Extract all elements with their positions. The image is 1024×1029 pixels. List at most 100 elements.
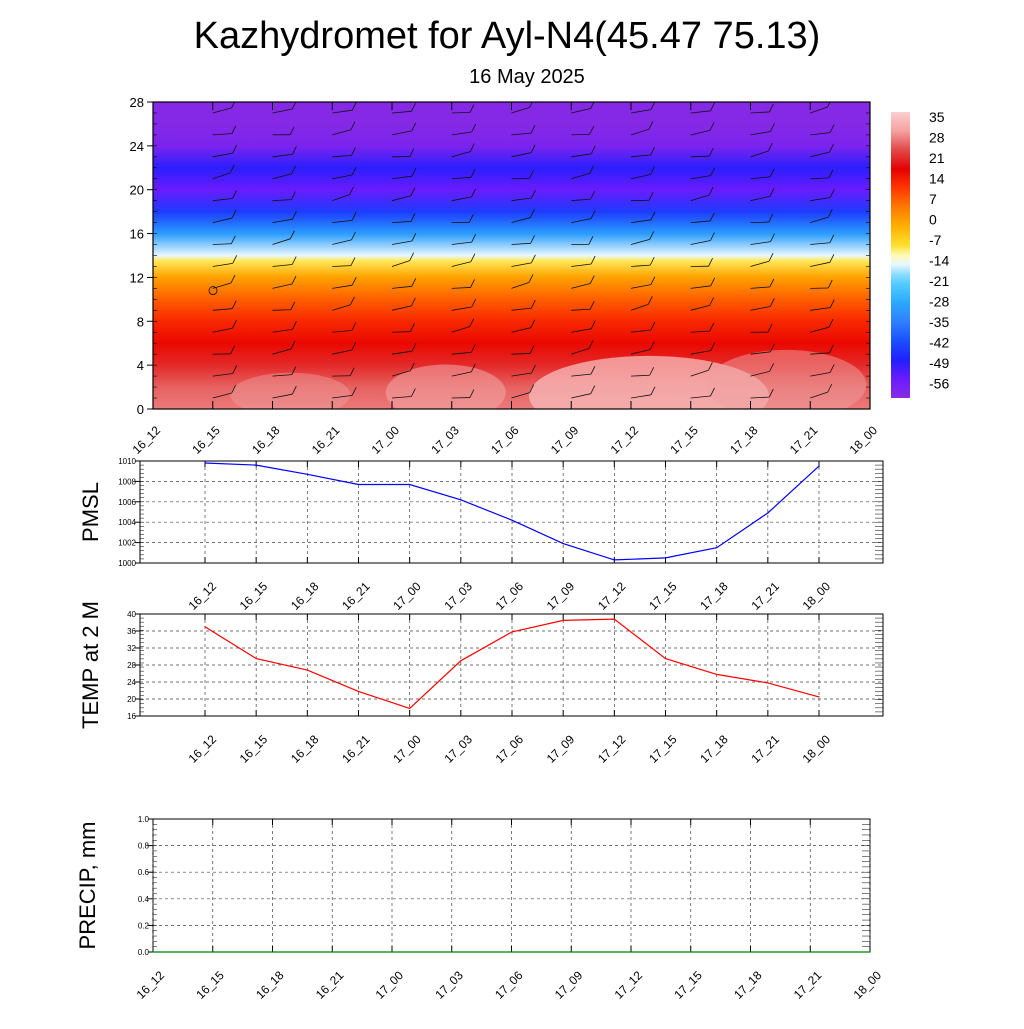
precip-point [212, 951, 213, 952]
colorbar-label: -21 [929, 273, 949, 289]
temp-point [460, 660, 461, 661]
y-tick-label: 1010 [118, 457, 136, 466]
precip-point [750, 951, 751, 952]
y-tick-label: 0 [137, 402, 144, 417]
colorbar-bar [891, 112, 910, 398]
x-tick-label: 17_18 [727, 423, 761, 457]
x-tick-label: 16_18 [249, 423, 283, 457]
y-tick-label: 28 [127, 661, 136, 670]
x-tick-label: 16_15 [189, 423, 223, 457]
y-tick-label: 0.2 [138, 921, 150, 930]
precip-point [630, 951, 631, 952]
x-tick-label: 18_00 [800, 579, 834, 613]
x-tick-label: 17_18 [697, 732, 731, 766]
x-tick-label: 16_15 [193, 968, 227, 1002]
x-tick-label: 17_03 [441, 732, 475, 766]
y-tick-label: 16 [130, 227, 144, 242]
x-tick-label: 17_21 [748, 732, 782, 766]
colorbar-label: -14 [929, 253, 949, 269]
y-axis-label: PRECIP, mm [75, 822, 100, 950]
colorbar-label: -42 [929, 335, 949, 351]
colorbar-label: 21 [929, 150, 945, 166]
y-tick-label: 40 [127, 610, 136, 619]
y-tick-label: 1.0 [138, 815, 150, 824]
y-tick-label: 1002 [118, 539, 136, 548]
y-tick-label: 1008 [118, 477, 136, 486]
colorbar-label: 7 [929, 191, 937, 207]
colorbar-label: -7 [929, 232, 942, 248]
x-tick-label: 17_06 [493, 579, 527, 613]
temp-point [614, 619, 615, 620]
y-tick-label: 16 [127, 712, 136, 721]
x-tick-label: 16_15 [237, 732, 271, 766]
wind-barb [751, 222, 769, 223]
pmsl-point [665, 557, 666, 558]
chart-subtitle: 16 May 2025 [469, 66, 585, 88]
x-tick-label: 17_09 [548, 423, 582, 457]
x-tick-label: 17_15 [671, 968, 705, 1002]
x-tick-label: 17_03 [441, 579, 475, 613]
y-tick-label: 0.4 [138, 895, 150, 904]
x-tick-label: 16_12 [186, 579, 220, 613]
precip-point [451, 951, 452, 952]
y-tick-label: 0.6 [138, 868, 150, 877]
temp-point [256, 658, 257, 659]
pmsl-point [716, 547, 717, 548]
x-tick-label: 17_21 [791, 968, 825, 1002]
colorbar-label: -49 [929, 355, 949, 371]
precip-point [391, 951, 392, 952]
colorbar-label: -35 [929, 314, 949, 330]
temp-point [511, 631, 512, 632]
x-tick-label: 16_12 [134, 968, 168, 1002]
pmsl-point [818, 466, 819, 467]
x-tick-label: 17_00 [390, 579, 424, 613]
x-tick-label: 17_18 [731, 968, 765, 1002]
x-tick-label: 17_03 [428, 423, 462, 457]
temp-point [818, 696, 819, 697]
pmsl-point [409, 484, 410, 485]
x-tick-label: 17_12 [612, 968, 646, 1002]
precip-point [869, 951, 870, 952]
x-tick-label: 17_06 [492, 968, 526, 1002]
x-tick-label: 16_18 [288, 579, 322, 613]
y-axis-label: PMSL [78, 482, 103, 542]
y-tick-label: 1006 [118, 498, 136, 507]
x-tick-label: 17_12 [595, 579, 629, 613]
x-tick-label: 17_12 [608, 423, 642, 457]
temp-point [665, 658, 666, 659]
x-tick-label: 16_12 [186, 732, 220, 766]
precip-point [511, 951, 512, 952]
x-tick-label: 16_21 [309, 423, 343, 457]
x-tick-label: 17_12 [595, 732, 629, 766]
temp-point [204, 626, 205, 627]
y-axis-label: TEMP at 2 M [78, 601, 103, 729]
colorbar-label: 0 [929, 212, 937, 228]
x-tick-label: 18_00 [800, 732, 834, 766]
x-tick-label: 17_09 [544, 732, 578, 766]
temp-point [358, 691, 359, 692]
colorbar-label: -28 [929, 294, 949, 310]
colorbar-label: -56 [929, 376, 949, 392]
pmsl-point [358, 484, 359, 485]
x-tick-label: 18_00 [851, 968, 885, 1002]
y-tick-label: 28 [130, 95, 144, 110]
x-tick-label: 17_06 [488, 423, 522, 457]
colorbar-label: 14 [929, 171, 945, 187]
temp-point [716, 674, 717, 675]
x-tick-label: 17_00 [373, 968, 407, 1002]
pmsl-point [563, 543, 564, 544]
y-tick-label: 36 [127, 627, 136, 636]
colorbar-label: 28 [929, 130, 945, 146]
x-tick-label: 17_09 [552, 968, 586, 1002]
y-tick-label: 1004 [118, 518, 136, 527]
temp-point [409, 708, 410, 709]
x-tick-label: 17_00 [390, 732, 424, 766]
pmsl-point [460, 499, 461, 500]
y-tick-label: 24 [130, 139, 144, 154]
